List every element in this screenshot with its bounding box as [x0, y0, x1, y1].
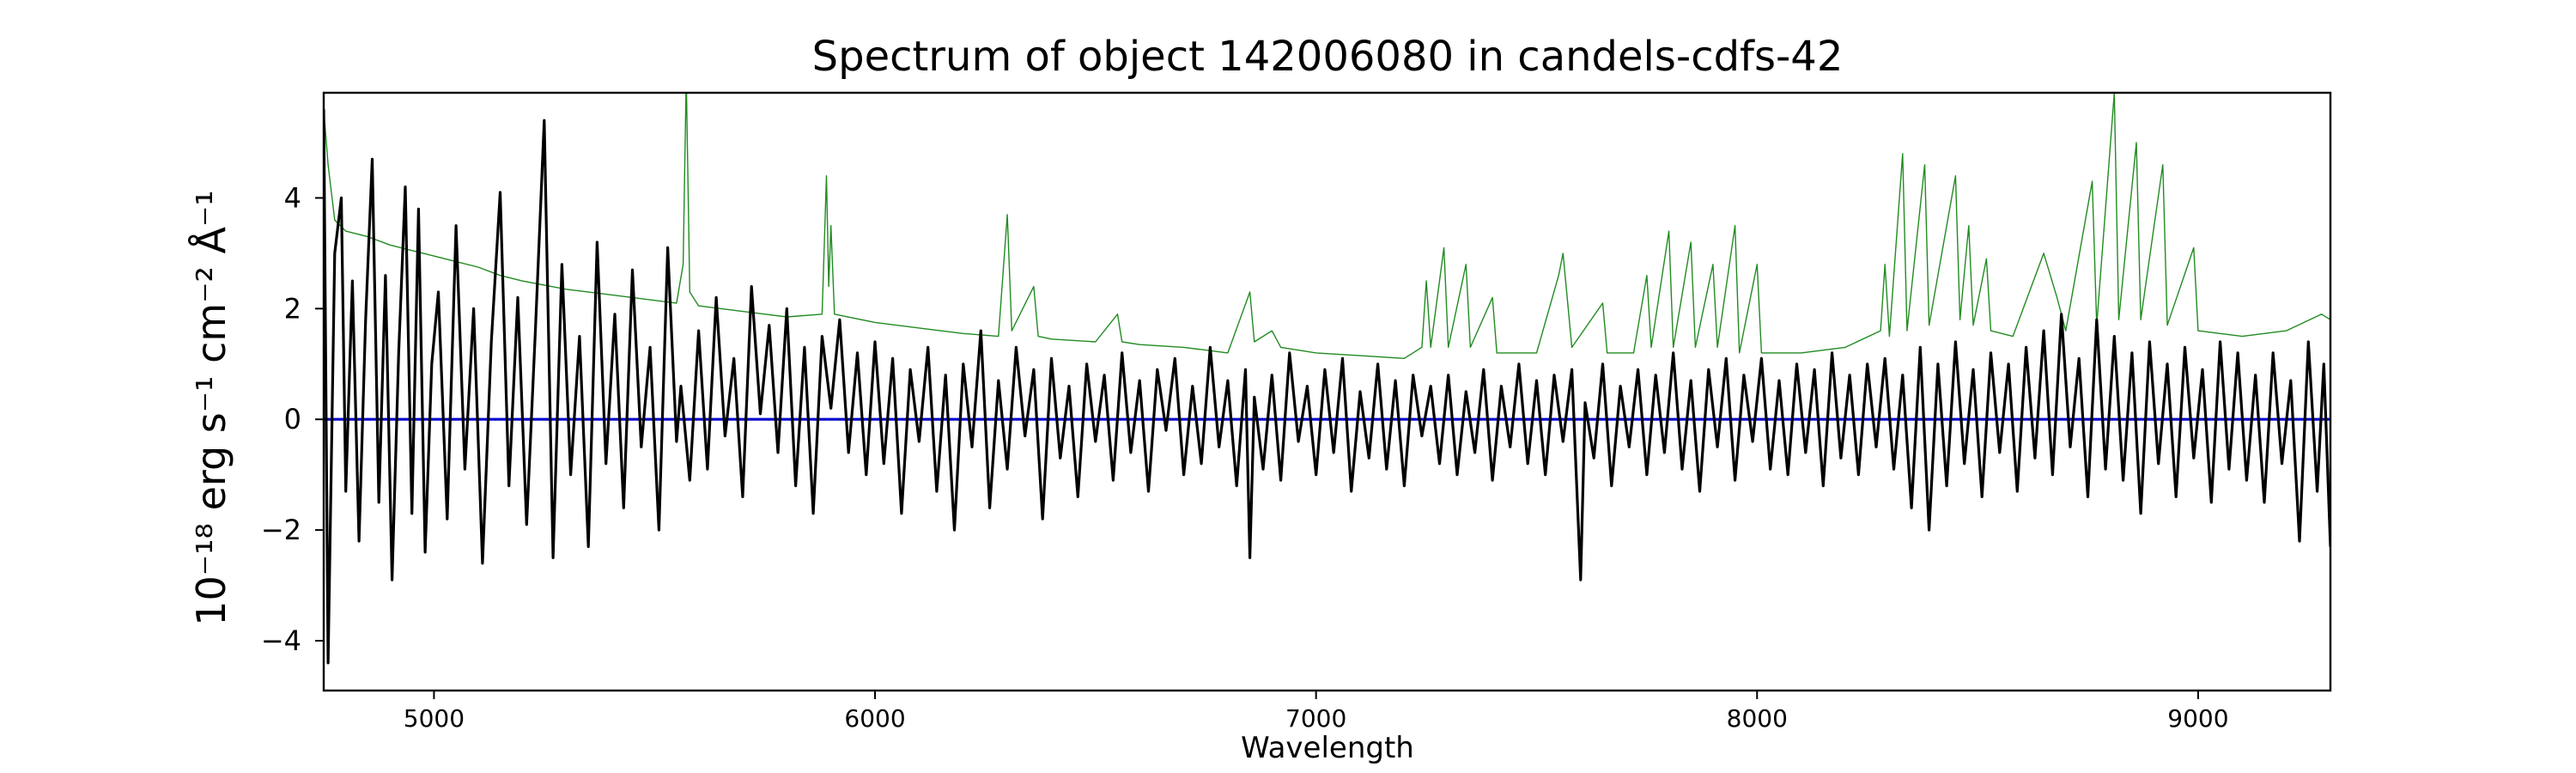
- chart-title: Spectrum of object 142006080 in candels-…: [812, 33, 1844, 81]
- x-tick-label: 8000: [1727, 704, 1788, 733]
- x-tick-label: 9000: [2167, 704, 2228, 733]
- x-axis-label: Wavelength: [1241, 731, 1414, 765]
- y-tick-label: 2: [284, 292, 301, 325]
- series-line-uncertainty: [324, 93, 2330, 359]
- y-tick-label: 4: [284, 181, 301, 214]
- axes-frame: [322, 91, 2332, 692]
- y-tick-label: −4: [261, 624, 301, 657]
- x-axis: 5000 6000 7000 8000 9000: [404, 691, 2229, 733]
- x-tick-label: 7000: [1285, 704, 1346, 733]
- y-tick-label: −2: [261, 514, 301, 546]
- plot-area: [322, 91, 2332, 692]
- y-axis-label: 10⁻¹⁸ erg s⁻¹ cm⁻² Å⁻¹: [188, 190, 234, 625]
- series-line-flux: [324, 109, 2330, 665]
- x-tick-label: 5000: [404, 704, 465, 733]
- series-layer: [324, 93, 2330, 665]
- y-tick-label: 0: [284, 403, 301, 435]
- x-tick-label: 6000: [844, 704, 905, 733]
- y-axis: −4 −2 0 2 4: [261, 181, 324, 657]
